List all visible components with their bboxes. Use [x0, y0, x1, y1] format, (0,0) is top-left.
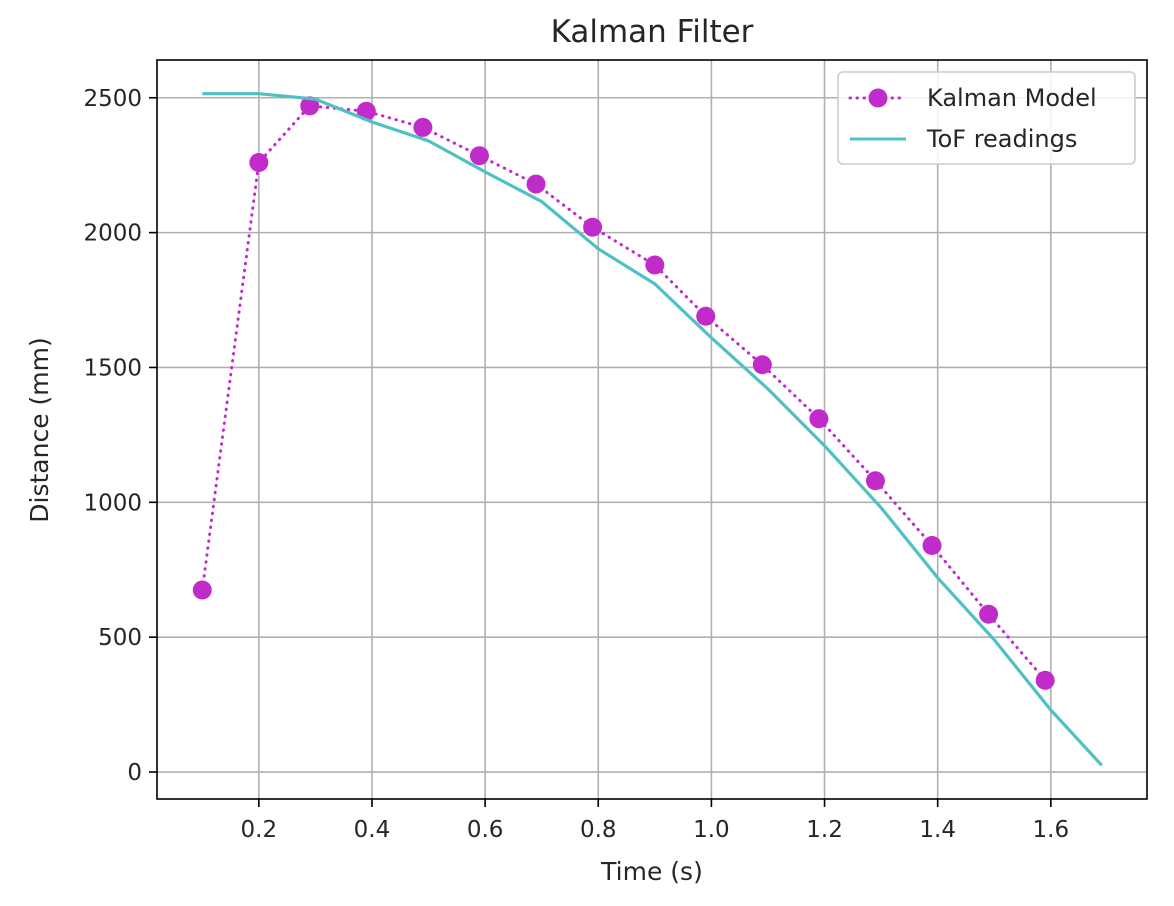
x-tick-label: 1.0	[693, 817, 730, 843]
y-tick-label: 500	[98, 625, 142, 651]
axis-ticks: 0.2 0.4 0.6 0.8 1.0 1.2 1.4 1.6 0 500 1000 1500 2000…	[83, 86, 1069, 843]
grid-lines	[157, 60, 1147, 799]
plot-frame	[156, 59, 1148, 800]
x-tick-label: 1.4	[919, 817, 956, 843]
x-axis-label: Time (s)	[600, 857, 703, 886]
chart-title: Kalman Filter	[551, 14, 754, 50]
x-tick-label: 0.8	[580, 817, 617, 843]
tof-readings-legend-label: ToF readings	[926, 125, 1077, 153]
kalman-model-point	[752, 355, 772, 375]
kalman-model-point	[192, 580, 212, 600]
kalman-model-point	[469, 146, 489, 166]
x-tick-label: 1.2	[806, 817, 843, 843]
kalman-model-point	[645, 255, 665, 275]
y-tick-label: 1000	[83, 490, 142, 516]
kalman-model-point	[300, 96, 320, 116]
kalman-model-point	[526, 174, 546, 194]
y-tick-label: 2000	[83, 221, 142, 247]
y-tick-label: 2500	[83, 86, 142, 112]
y-axis-label: Distance (mm)	[25, 337, 54, 522]
x-tick-label: 0.2	[241, 817, 278, 843]
kalman-model-legend-label: Kalman Model	[927, 84, 1097, 112]
legend-box	[837, 71, 1136, 165]
kalman-model-legend-marker	[868, 88, 888, 108]
x-tick-label: 1.6	[1033, 817, 1070, 843]
x-tick-label: 0.4	[354, 817, 391, 843]
plot-series	[192, 92, 1103, 767]
kalman-model-point	[865, 471, 885, 491]
legend: Kalman Model ToF readings	[837, 71, 1136, 165]
y-tick-label: 0	[127, 760, 142, 786]
y-tick-label: 1500	[83, 355, 142, 381]
kalman-model-point	[583, 217, 603, 237]
kalman-model-point	[356, 101, 376, 121]
kalman-model-line	[200, 104, 1047, 682]
kalman-model-point	[979, 604, 999, 624]
tof-readings-line	[202, 92, 1103, 767]
kalman-model-point	[1035, 670, 1055, 690]
kalman-model-point	[696, 306, 716, 326]
kalman-model-point	[809, 409, 829, 429]
x-tick-label: 0.6	[467, 817, 504, 843]
kalman-model-point	[249, 152, 269, 172]
kalman-model-point	[922, 535, 942, 555]
kalman-model-point	[413, 117, 433, 137]
